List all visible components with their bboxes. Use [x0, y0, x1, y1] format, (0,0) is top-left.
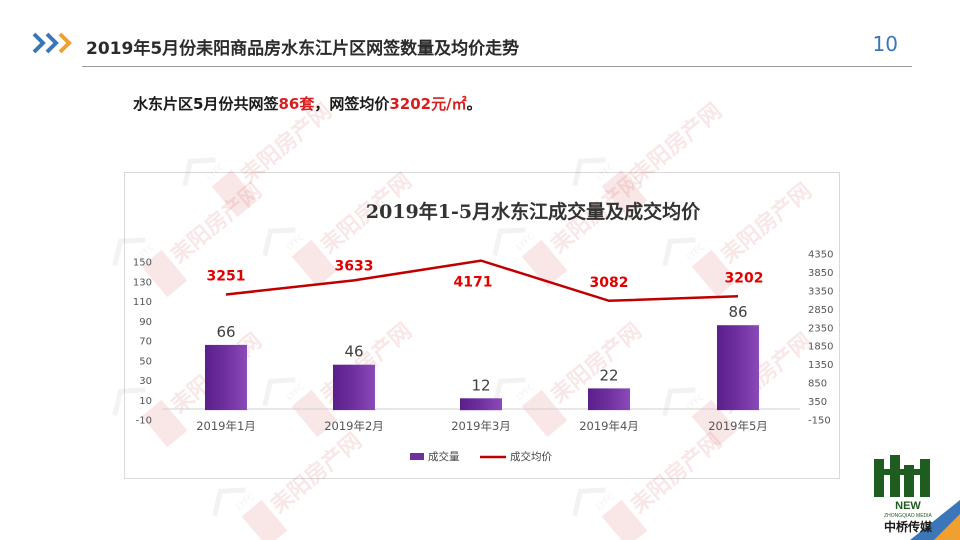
left-tick-label: 30: [139, 376, 152, 387]
left-tick-label: 130: [133, 277, 152, 288]
category-label: 2019年2月: [324, 419, 384, 433]
summary-price: 3202元/㎡: [389, 95, 467, 113]
right-tick-label: 2350: [808, 323, 833, 334]
bar-series: [205, 325, 759, 411]
chart-legend: 成交量 成交均价: [410, 450, 552, 463]
double-chevron-icon: [32, 32, 72, 54]
company-logo: NEW ZHONGQIAO MEDIA 中桥传媒: [874, 455, 933, 534]
bar-value-label: 66: [216, 323, 235, 341]
bar-value-label: 22: [599, 366, 618, 384]
page-title: 2019年5月份耒阳商品房水东江片区网签数量及均价走势: [86, 39, 520, 59]
bar: [205, 344, 247, 411]
right-tick-label: 350: [808, 397, 827, 408]
line-value-label: 3082: [590, 275, 629, 291]
category-label: 2019年4月: [579, 419, 639, 433]
logo-cn: 中桥传媒: [884, 519, 933, 534]
line-series: [225, 259, 739, 303]
right-tick-label: 3850: [808, 268, 833, 279]
bar: [333, 364, 375, 411]
line-value-label: 3202: [725, 270, 764, 286]
legend-label-line: 成交均价: [510, 450, 552, 463]
left-tick-label: 70: [139, 337, 152, 348]
right-tick-label: -150: [808, 416, 831, 427]
bar-value-label: 46: [344, 343, 363, 361]
summary-text: 水东片区5月份共网签86套，网签均价3202元/㎡。: [133, 93, 482, 114]
bar-labels: 66 46 12 22 86: [216, 303, 747, 394]
price-line: [225, 259, 739, 303]
corner-accent: [910, 500, 960, 540]
header-divider: [82, 66, 912, 67]
summary-middle: ，网签均价: [314, 95, 390, 113]
page-header: 2019年5月份耒阳商品房水东江片区网签数量及均价走势 10: [0, 0, 960, 70]
bar: [717, 325, 759, 411]
left-tick-label: 110: [133, 297, 152, 308]
left-axis: 150 130 110 90 70 50 30 10 -10: [133, 258, 152, 427]
bar-value-label: 86: [728, 303, 747, 321]
right-tick-label: 4350: [808, 250, 833, 261]
left-tick-label: -10: [136, 416, 152, 427]
category-labels: 2019年1月 2019年2月 2019年3月 2019年4月 2019年5月: [196, 419, 768, 433]
category-label: 2019年3月: [451, 419, 511, 433]
line-labels: 3251 3633 4171 3082 3202: [207, 258, 764, 290]
right-axis: 4350 3850 3350 2850 2350 1850 1350 850 350 -150: [808, 250, 833, 427]
bar-value-label: 12: [471, 376, 490, 394]
summary-count: 86套: [278, 95, 315, 113]
legend-swatch-bar: [410, 453, 424, 460]
left-tick-label: 50: [139, 356, 152, 367]
category-label: 2019年1月: [196, 419, 256, 433]
summary-prefix: 水东片区5月份共网签: [133, 95, 279, 113]
left-tick-label: 10: [139, 396, 152, 407]
legend-label-bar: 成交量: [428, 450, 460, 463]
left-tick-label: 90: [139, 317, 152, 328]
right-tick-label: 1350: [808, 360, 833, 371]
right-tick-label: 1850: [808, 342, 833, 353]
chart-frame: [124, 172, 840, 479]
line-value-label: 3633: [335, 258, 374, 274]
bar: [460, 398, 502, 411]
line-value-label: 3251: [207, 269, 246, 285]
logo-media: ZHONGQIAO MEDIA: [884, 513, 932, 519]
right-tick-label: 2850: [808, 305, 833, 316]
line-value-label: 4171: [454, 275, 493, 291]
chart-title: 2019年1-5月水东江成交量及成交均价: [366, 200, 701, 223]
page-number: 10: [872, 32, 898, 56]
summary-suffix: 。: [466, 95, 482, 113]
left-tick-label: 150: [133, 258, 152, 269]
bar: [588, 388, 630, 411]
right-tick-label: 3350: [808, 286, 833, 297]
category-label: 2019年5月: [708, 419, 768, 433]
right-tick-label: 850: [808, 379, 827, 390]
logo-new: NEW: [895, 500, 921, 512]
